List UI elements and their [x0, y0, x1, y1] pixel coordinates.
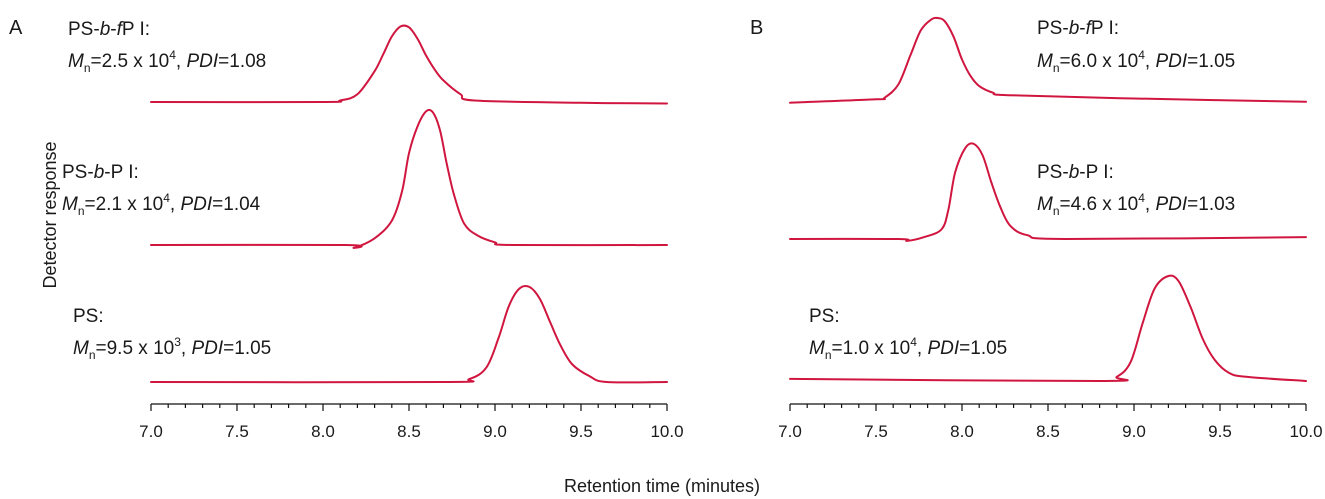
series-name: PS-b-fP I:	[68, 19, 150, 40]
x-tick-label: 10.0	[650, 422, 683, 441]
series-stats: Mn=2.5 x 104, PDI=1.08	[68, 48, 266, 75]
x-tick-label: 10.0	[1289, 422, 1322, 441]
series-stats: Mn=2.1 x 104, PDI=1.04	[62, 191, 261, 218]
panel-a: 7.0 7.5 8.0 8.5 9.0 9.5 10.0 PS-b-fP I: Mn=2.5…	[62, 19, 684, 441]
series-name: PS-b-P I:	[62, 162, 139, 183]
series-name: PS:	[809, 306, 840, 327]
pdi-value: =1.05	[223, 338, 271, 359]
mn-exponent: 4	[163, 191, 170, 205]
pdi-value: =1.08	[218, 51, 266, 72]
series-name: PS:	[73, 306, 104, 327]
annotation-a-0: PS-b-fP I: Mn=2.5 x 104, PDI=1.08	[68, 19, 266, 75]
panel-letter-b: B	[750, 17, 763, 39]
mn-value: =1.0 x 10	[832, 338, 911, 359]
annotation-b-0: PS-b-fP I: Mn=6.0 x 104, PDI=1.05	[1037, 18, 1235, 75]
x-tick-label: 7.5	[225, 422, 249, 441]
series-name: PS-b-P I:	[1037, 162, 1114, 183]
trace-b-0	[789, 16, 1307, 104]
panel-b: 7.0 7.5 8.0 8.5 9.0 9.5 10.0 PS-b-fP I: Mn=6.0…	[778, 16, 1323, 441]
trace-b-2	[789, 274, 1307, 383]
mn-exponent: 4	[1138, 48, 1145, 62]
x-tick-label: 7.5	[864, 422, 888, 441]
x-tick-label: 8.5	[1036, 422, 1060, 441]
axis-b: 7.0 7.5 8.0 8.5 9.0 9.5 10.0	[778, 403, 1323, 441]
x-tick-label: 9.5	[569, 422, 593, 441]
trace-b-1	[789, 142, 1307, 242]
mn-value: =9.5 x 10	[96, 338, 175, 359]
annotation-a-2: PS: Mn=9.5 x 103, PDI=1.05	[73, 306, 271, 362]
mn-value: =2.5 x 10	[91, 51, 170, 72]
series-stats: Mn=1.0 x 104, PDI=1.05	[809, 335, 1007, 362]
annotation-b-1: PS-b-P I: Mn=4.6 x 104, PDI=1.03	[1037, 162, 1235, 218]
series-name: PS-b-fP I:	[1037, 18, 1119, 39]
trace-a-2	[150, 284, 668, 384]
pdi-value: =1.05	[959, 338, 1007, 359]
trace-a-0	[150, 24, 668, 105]
mn-value: =6.0 x 10	[1060, 51, 1139, 72]
traces-b	[789, 16, 1307, 383]
x-tick-label: 7.0	[139, 422, 163, 441]
series-stats: Mn=9.5 x 103, PDI=1.05	[73, 335, 271, 362]
mn-exponent: 3	[174, 335, 181, 349]
pdi-value: =1.05	[1187, 51, 1235, 72]
x-axis-title: Retention time (minutes)	[564, 476, 760, 496]
mn-exponent: 4	[169, 48, 176, 62]
annotation-b-2: PS: Mn=1.0 x 104, PDI=1.05	[809, 306, 1007, 362]
x-tick-label: 8.0	[950, 422, 974, 441]
series-stats: Mn=6.0 x 104, PDI=1.05	[1037, 48, 1235, 75]
series-stats: Mn=4.6 x 104, PDI=1.03	[1037, 191, 1235, 218]
x-tick-label: 9.0	[1122, 422, 1146, 441]
axis-a: 7.0 7.5 8.0 8.5 9.0 9.5 10.0	[139, 403, 684, 441]
mn-value: =4.6 x 10	[1060, 194, 1139, 215]
panel-letter-a: A	[9, 17, 23, 39]
x-tick-label: 8.0	[311, 422, 335, 441]
mn-exponent: 4	[910, 335, 917, 349]
x-tick-label: 9.5	[1208, 422, 1232, 441]
pdi-value: =1.04	[212, 194, 261, 215]
mn-value: =2.1 x 10	[85, 194, 164, 215]
trace-a-1	[150, 108, 668, 249]
traces-a	[150, 24, 668, 384]
x-tick-label: 9.0	[483, 422, 507, 441]
x-tick-label: 8.5	[397, 422, 421, 441]
mn-exponent: 4	[1138, 191, 1145, 205]
y-axis-title: Detector response	[40, 141, 60, 288]
x-tick-label: 7.0	[778, 422, 802, 441]
annotation-a-1: PS-b-P I: Mn=2.1 x 104, PDI=1.04	[62, 162, 261, 218]
pdi-value: =1.03	[1187, 194, 1235, 215]
